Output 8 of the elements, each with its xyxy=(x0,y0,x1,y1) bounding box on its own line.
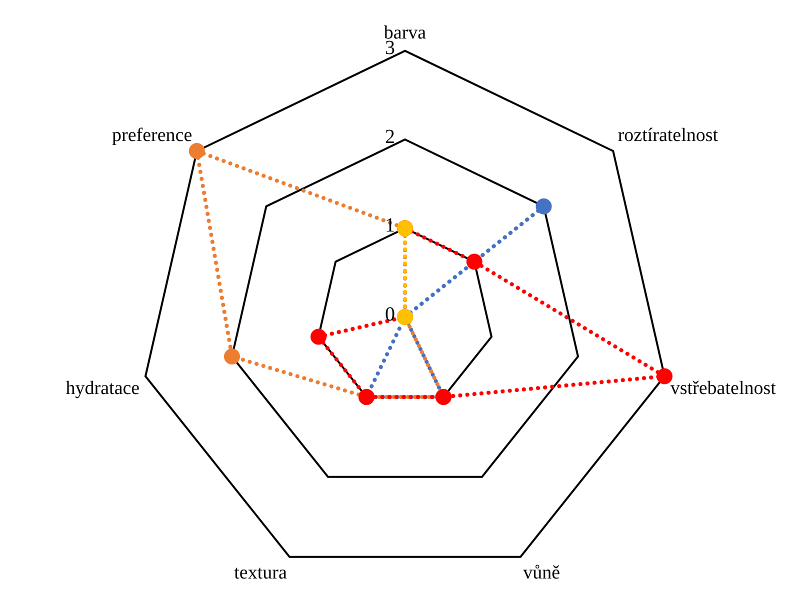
spoke-label: textura xyxy=(234,562,288,584)
y-tick-label: 2 xyxy=(385,126,395,148)
spoke-label: roztíratelnost xyxy=(618,124,719,146)
spoke-label: vůně xyxy=(523,562,560,584)
spoke-label: hydratace xyxy=(66,378,140,399)
y-tick-label: 1 xyxy=(385,214,395,237)
spoke-label: preference xyxy=(112,124,192,146)
spoke-label: vstřebatelnost xyxy=(670,378,777,399)
